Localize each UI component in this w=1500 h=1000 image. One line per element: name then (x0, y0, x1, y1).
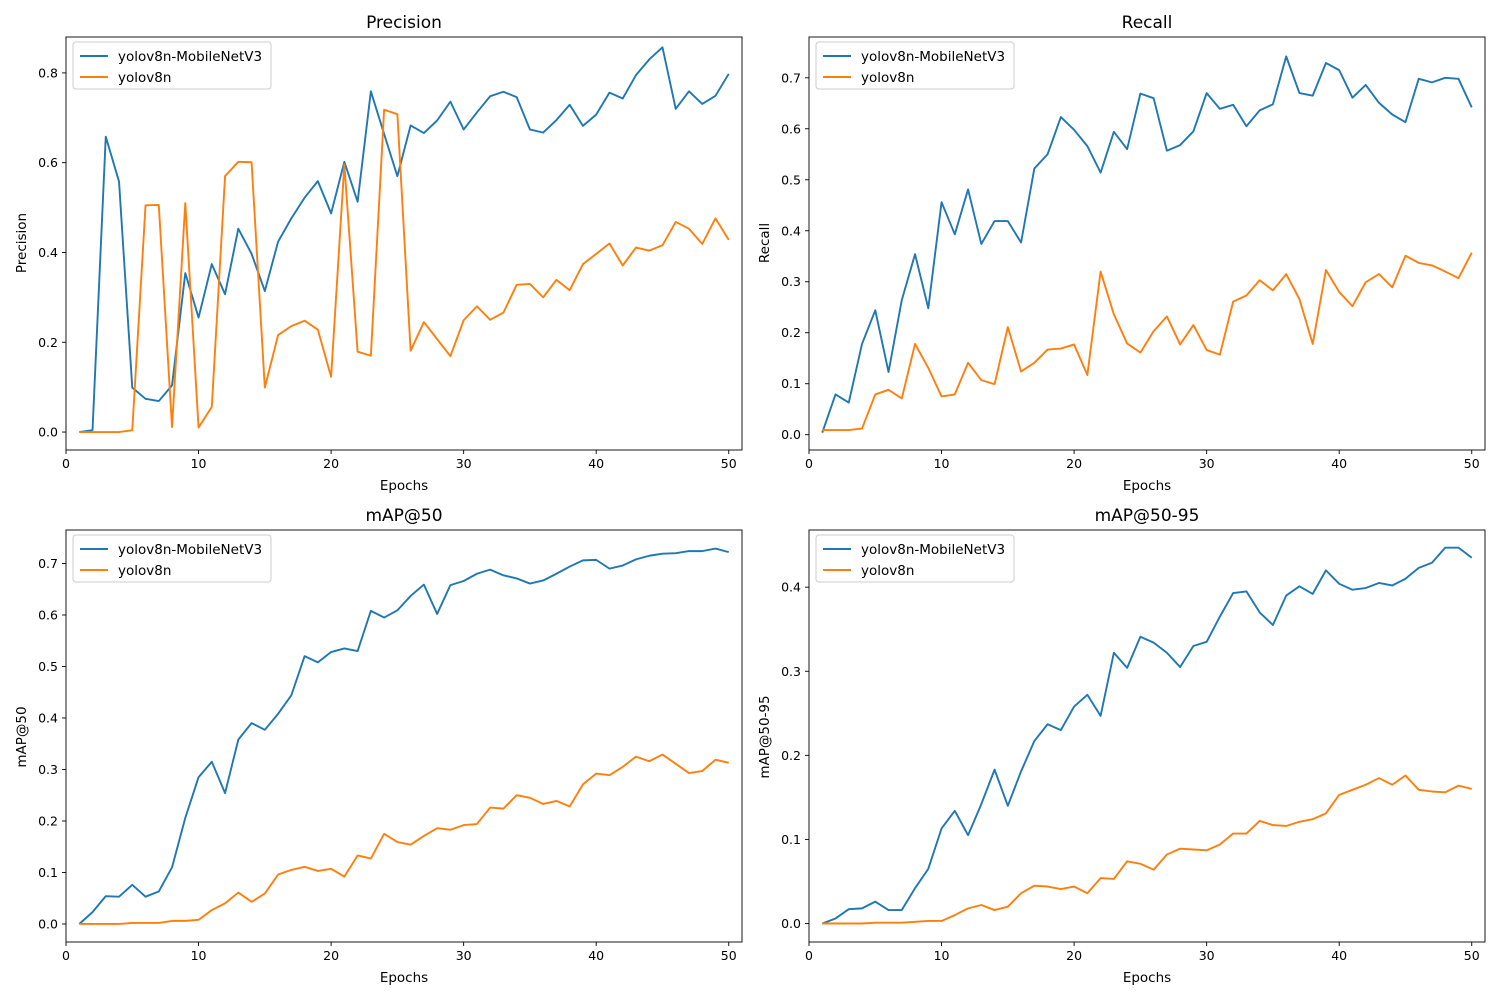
x-tick-label: 40 (588, 456, 604, 471)
y-axis-label: mAP@50 (14, 706, 30, 767)
legend-label: yolov8n-MobileNetV3 (118, 49, 262, 65)
y-tick-label: 0.0 (781, 427, 801, 442)
panel-precision: Precision Epochs Precision 0 10 20 30 40 50 0.… (14, 13, 743, 494)
y-tick-label: 0.4 (781, 580, 801, 595)
legend: yolov8n-MobileNetV3 yolov8n (815, 41, 1015, 90)
y-tick-label: 0.6 (38, 607, 58, 622)
x-tick-label: 30 (456, 456, 472, 471)
panel-recall: Recall Epochs Recall 0 10 20 30 40 50 0.0 0.1 0.… (757, 13, 1486, 494)
legend-frame (815, 41, 1015, 90)
x-tick-label: 10 (191, 456, 207, 471)
series-line-yolov8n (822, 774, 1472, 925)
y-tick-label: 0.2 (38, 335, 58, 350)
y-tick-label: 0.5 (781, 172, 801, 187)
x-axis-label: Epochs (1123, 970, 1171, 986)
legend-label: yolov8n (861, 563, 914, 579)
legend-label: yolov8n-MobileNetV3 (118, 542, 262, 558)
axes-frame (808, 36, 1486, 451)
legend-label: yolov8n-MobileNetV3 (861, 49, 1005, 65)
series-line-yolov8n-mobilenetv3 (821, 55, 1473, 433)
legend-label: yolov8n (118, 70, 171, 86)
series-line-yolov8n (822, 252, 1473, 432)
x-tick-label: 20 (1066, 456, 1082, 471)
y-tick-label: 0.2 (38, 813, 58, 828)
legend: yolov8n-MobileNetV3 yolov8n (815, 534, 1015, 583)
x-tick-label: 30 (1199, 948, 1215, 963)
x-tick-label: 40 (588, 948, 604, 963)
x-tick-label: 20 (323, 948, 339, 963)
y-tick-label: 0.0 (781, 916, 801, 931)
y-tick-label: 0.0 (38, 916, 58, 931)
panel-map50: mAP@50 Epochs mAP@50 0 10 20 30 40 50 0.0 0.1 0.… (14, 506, 743, 986)
y-tick-label: 0.0 (38, 425, 58, 440)
chart-title: mAP@50 (365, 506, 442, 526)
x-tick-label: 20 (323, 456, 339, 471)
legend-frame (72, 534, 272, 583)
x-tick-label: 0 (62, 456, 70, 471)
axes-frame (808, 529, 1486, 943)
y-tick-label: 0.2 (781, 748, 801, 763)
y-tick-label: 0.5 (38, 659, 58, 674)
series-line-yolov8n (79, 108, 730, 433)
y-axis-label: mAP@50-95 (757, 695, 773, 778)
legend-frame (815, 534, 1015, 583)
y-tick-label: 0.3 (38, 762, 58, 777)
panel-map50-95: mAP@50-95 Epochs mAP@50-95 0 10 20 30 40 50 0.… (757, 506, 1486, 986)
series-line-yolov8n-mobilenetv3 (78, 547, 729, 925)
chart-title: Precision (366, 13, 442, 33)
axes-frame (65, 36, 743, 451)
y-tick-label: 0.1 (781, 376, 801, 391)
y-tick-label: 0.8 (38, 65, 58, 80)
y-tick-label: 0.4 (38, 245, 58, 260)
chart-title: mAP@50-95 (1095, 506, 1200, 526)
x-tick-label: 30 (456, 948, 472, 963)
x-tick-label: 0 (805, 948, 813, 963)
y-tick-label: 0.4 (781, 223, 801, 238)
y-tick-label: 0.4 (38, 710, 58, 725)
y-tick-label: 0.3 (781, 664, 801, 679)
series-line-yolov8n-mobilenetv3 (79, 46, 730, 433)
legend-frame (72, 41, 272, 90)
legend-label: yolov8n-MobileNetV3 (861, 542, 1005, 558)
x-tick-label: 40 (1331, 456, 1347, 471)
y-tick-label: 0.7 (781, 70, 801, 85)
y-tick-label: 0.6 (781, 121, 801, 136)
x-tick-label: 50 (1464, 948, 1480, 963)
chart-title: Recall (1122, 13, 1173, 33)
x-tick-label: 10 (191, 948, 207, 963)
x-axis-label: Epochs (380, 478, 428, 494)
axes-frame (65, 529, 743, 943)
x-tick-label: 10 (934, 948, 950, 963)
x-axis-label: Epochs (380, 970, 428, 986)
legend: yolov8n-MobileNetV3 yolov8n (72, 534, 272, 583)
y-tick-label: 0.1 (38, 865, 58, 880)
y-tick-label: 0.2 (781, 325, 801, 340)
y-axis-label: Recall (757, 223, 773, 263)
legend-label: yolov8n (118, 563, 171, 579)
series-line-yolov8n (79, 753, 729, 925)
x-tick-label: 40 (1331, 948, 1347, 963)
y-tick-label: 0.1 (781, 832, 801, 847)
legend-label: yolov8n (861, 70, 914, 86)
y-tick-label: 0.3 (781, 274, 801, 289)
x-tick-label: 10 (934, 456, 950, 471)
x-tick-label: 30 (1199, 456, 1215, 471)
x-tick-label: 50 (721, 948, 737, 963)
y-axis-label: Precision (14, 213, 30, 273)
y-tick-label: 0.6 (38, 155, 58, 170)
series-line-yolov8n-mobilenetv3 (821, 546, 1473, 925)
y-tick-label: 0.7 (38, 556, 58, 571)
legend: yolov8n-MobileNetV3 yolov8n (72, 41, 272, 90)
x-tick-label: 50 (721, 456, 737, 471)
x-tick-label: 20 (1066, 948, 1082, 963)
x-tick-label: 0 (805, 456, 813, 471)
x-axis-label: Epochs (1123, 478, 1171, 494)
x-tick-label: 0 (62, 948, 70, 963)
x-tick-label: 50 (1464, 456, 1480, 471)
